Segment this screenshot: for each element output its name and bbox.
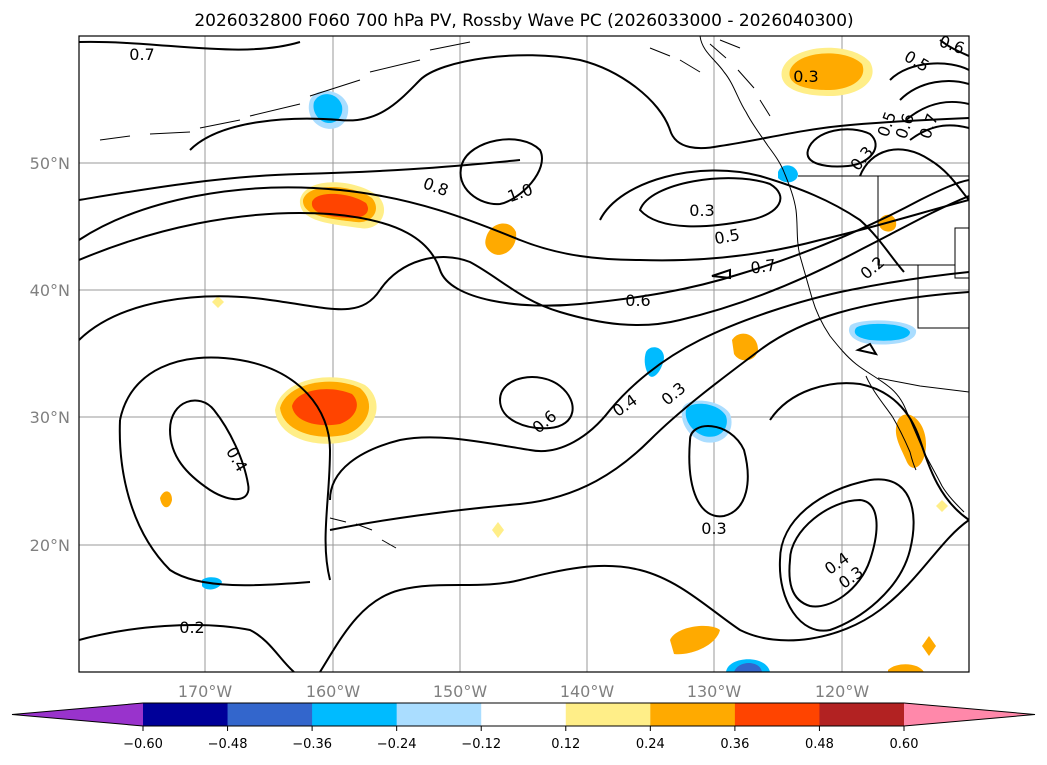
contour-label: 0.6: [625, 291, 650, 310]
colorbar-tick-label: 0.12: [551, 737, 580, 752]
lon-label-160w: 160°W: [306, 682, 361, 701]
border-us-mexico: [877, 377, 969, 393]
contour-0-6-south: [498, 376, 574, 430]
coastline-bc-fjords: [649, 39, 771, 117]
contour-0-3-se-ring: [788, 498, 878, 608]
contour-0-4-se-ring: [778, 478, 915, 632]
contour-0-7: [79, 186, 969, 262]
colorbar-tick-label: −0.24: [377, 737, 417, 752]
colorbar-tick-label: 0.36: [720, 737, 749, 752]
contour-ne-stack-1: [889, 62, 969, 141]
map-panel: 0.7 0.8 1.0 0.3 0.5 0.7 0.2 0.6 0.6 0.4 …: [78, 35, 970, 673]
contour-0-4-south: [329, 271, 969, 501]
colorbar-tick-label: 0.24: [636, 737, 665, 752]
colorbar-extend-high: [904, 703, 1035, 726]
contour-0-2: [79, 519, 969, 672]
colorbar-segment: [481, 703, 567, 726]
colorbar-tick-label: −0.60: [123, 737, 163, 752]
anomaly-positive-12n132w: [670, 625, 720, 655]
colorbar-segment: [143, 703, 229, 726]
contour-0-3-mid: [329, 291, 969, 531]
colorbar-tick-label: −0.12: [461, 737, 501, 752]
contour-label: 0.3: [689, 201, 714, 220]
anomaly-positive-28n115w: [895, 414, 926, 468]
contour-0-4: [79, 195, 969, 341]
contour-0-3-left: [118, 356, 332, 587]
anomaly-positive-47n160w-core: [311, 193, 369, 219]
colorbar-tick-label: −0.48: [208, 737, 248, 752]
anomaly-positive-24n171w: [160, 491, 172, 508]
anomaly-positive-10n115w: [888, 664, 924, 672]
pv-contours: [79, 39, 969, 672]
lat-label-20n: 20°N: [30, 536, 70, 555]
contour-small-tick: [711, 268, 731, 280]
anomaly-negative-37n119w-core: [854, 323, 910, 341]
anomaly-positive-55n123w-core: [789, 53, 864, 90]
lon-label-170w: 170°W: [178, 682, 233, 701]
anomaly-positive-39n170w: [212, 296, 224, 308]
border-state-lines: [877, 176, 969, 329]
colorbar-extend-low: [12, 703, 143, 726]
anomaly-negative-55n161w-core: [313, 94, 343, 124]
lat-label-30n: 30°N: [30, 408, 70, 427]
lat-label-50n: 50°N: [30, 154, 70, 173]
colorbar-tick-label: −0.36: [292, 737, 332, 752]
contour-label: 0.3: [793, 67, 818, 86]
colorbar-segment: [565, 703, 651, 726]
contour-1-0: [459, 138, 543, 206]
contour-ne-arc: [859, 39, 969, 201]
longitude-labels: 170°W 160°W 150°W 140°W 130°W 120°W: [178, 682, 870, 701]
anomaly-negative-10n127w-core: [734, 663, 762, 672]
lon-label-130w: 130°W: [687, 682, 742, 701]
anomaly-negative-34n136w: [644, 347, 664, 377]
anomaly-positive-43n147w: [485, 223, 517, 255]
anomaly-positive-18n112w: [922, 636, 936, 656]
lon-label-120w: 120°W: [815, 682, 870, 701]
contour-outer-north: [79, 40, 521, 201]
lon-label-140w: 140°W: [560, 682, 615, 701]
coastline-baja: [865, 375, 917, 471]
map-frame: [78, 35, 970, 673]
contour-small-loop: [855, 342, 879, 356]
contour-0-3-ring: [688, 425, 749, 518]
colorbar-tick-label: 0.48: [805, 737, 834, 752]
colorbar-segment: [734, 703, 820, 726]
colorbar-segment: [819, 703, 905, 726]
contour-0-8: [189, 54, 969, 151]
colorbar: −0.60 −0.48 −0.36 −0.24 −0.12 0.12 0.24 0.36 0.4…: [11, 702, 1036, 752]
colorbar-segment: [650, 703, 736, 726]
figure-title: 2026032800 F060 700 hPa PV, Rossby Wave …: [194, 11, 853, 31]
contour-0-4-left: [168, 399, 250, 501]
coastline-alaska-islands: [99, 41, 471, 141]
colorbar-segment: [396, 703, 482, 726]
latitude-labels: 50°N 40°N 30°N 20°N: [30, 154, 70, 555]
contour-ne-ring: [806, 128, 877, 168]
contour-label: 0.2: [179, 618, 204, 637]
anomaly-positive-23n112w: [936, 500, 948, 512]
anomaly-positive-30n160w-core: [292, 389, 357, 426]
contour-label: 0.7: [129, 45, 154, 64]
contour-0-3-closed: [638, 177, 782, 228]
colorbar-tick-label: 0.60: [890, 737, 919, 752]
anomaly-positive-21n148w: [492, 522, 504, 538]
lon-label-150w: 150°W: [433, 682, 488, 701]
pv-anomaly-shading: [160, 47, 948, 672]
colorbar-segment: [312, 703, 398, 726]
contour-label: 0.5: [713, 225, 741, 248]
anomaly-positive-36n132w: [732, 333, 758, 361]
contour-0-2-se: [769, 382, 969, 521]
colorbar-segment: [227, 703, 313, 726]
contour-label: 0.7: [749, 255, 777, 277]
gridlines: [79, 36, 969, 672]
lat-label-40n: 40°N: [30, 281, 70, 300]
contour-label: 0.3: [701, 519, 726, 538]
